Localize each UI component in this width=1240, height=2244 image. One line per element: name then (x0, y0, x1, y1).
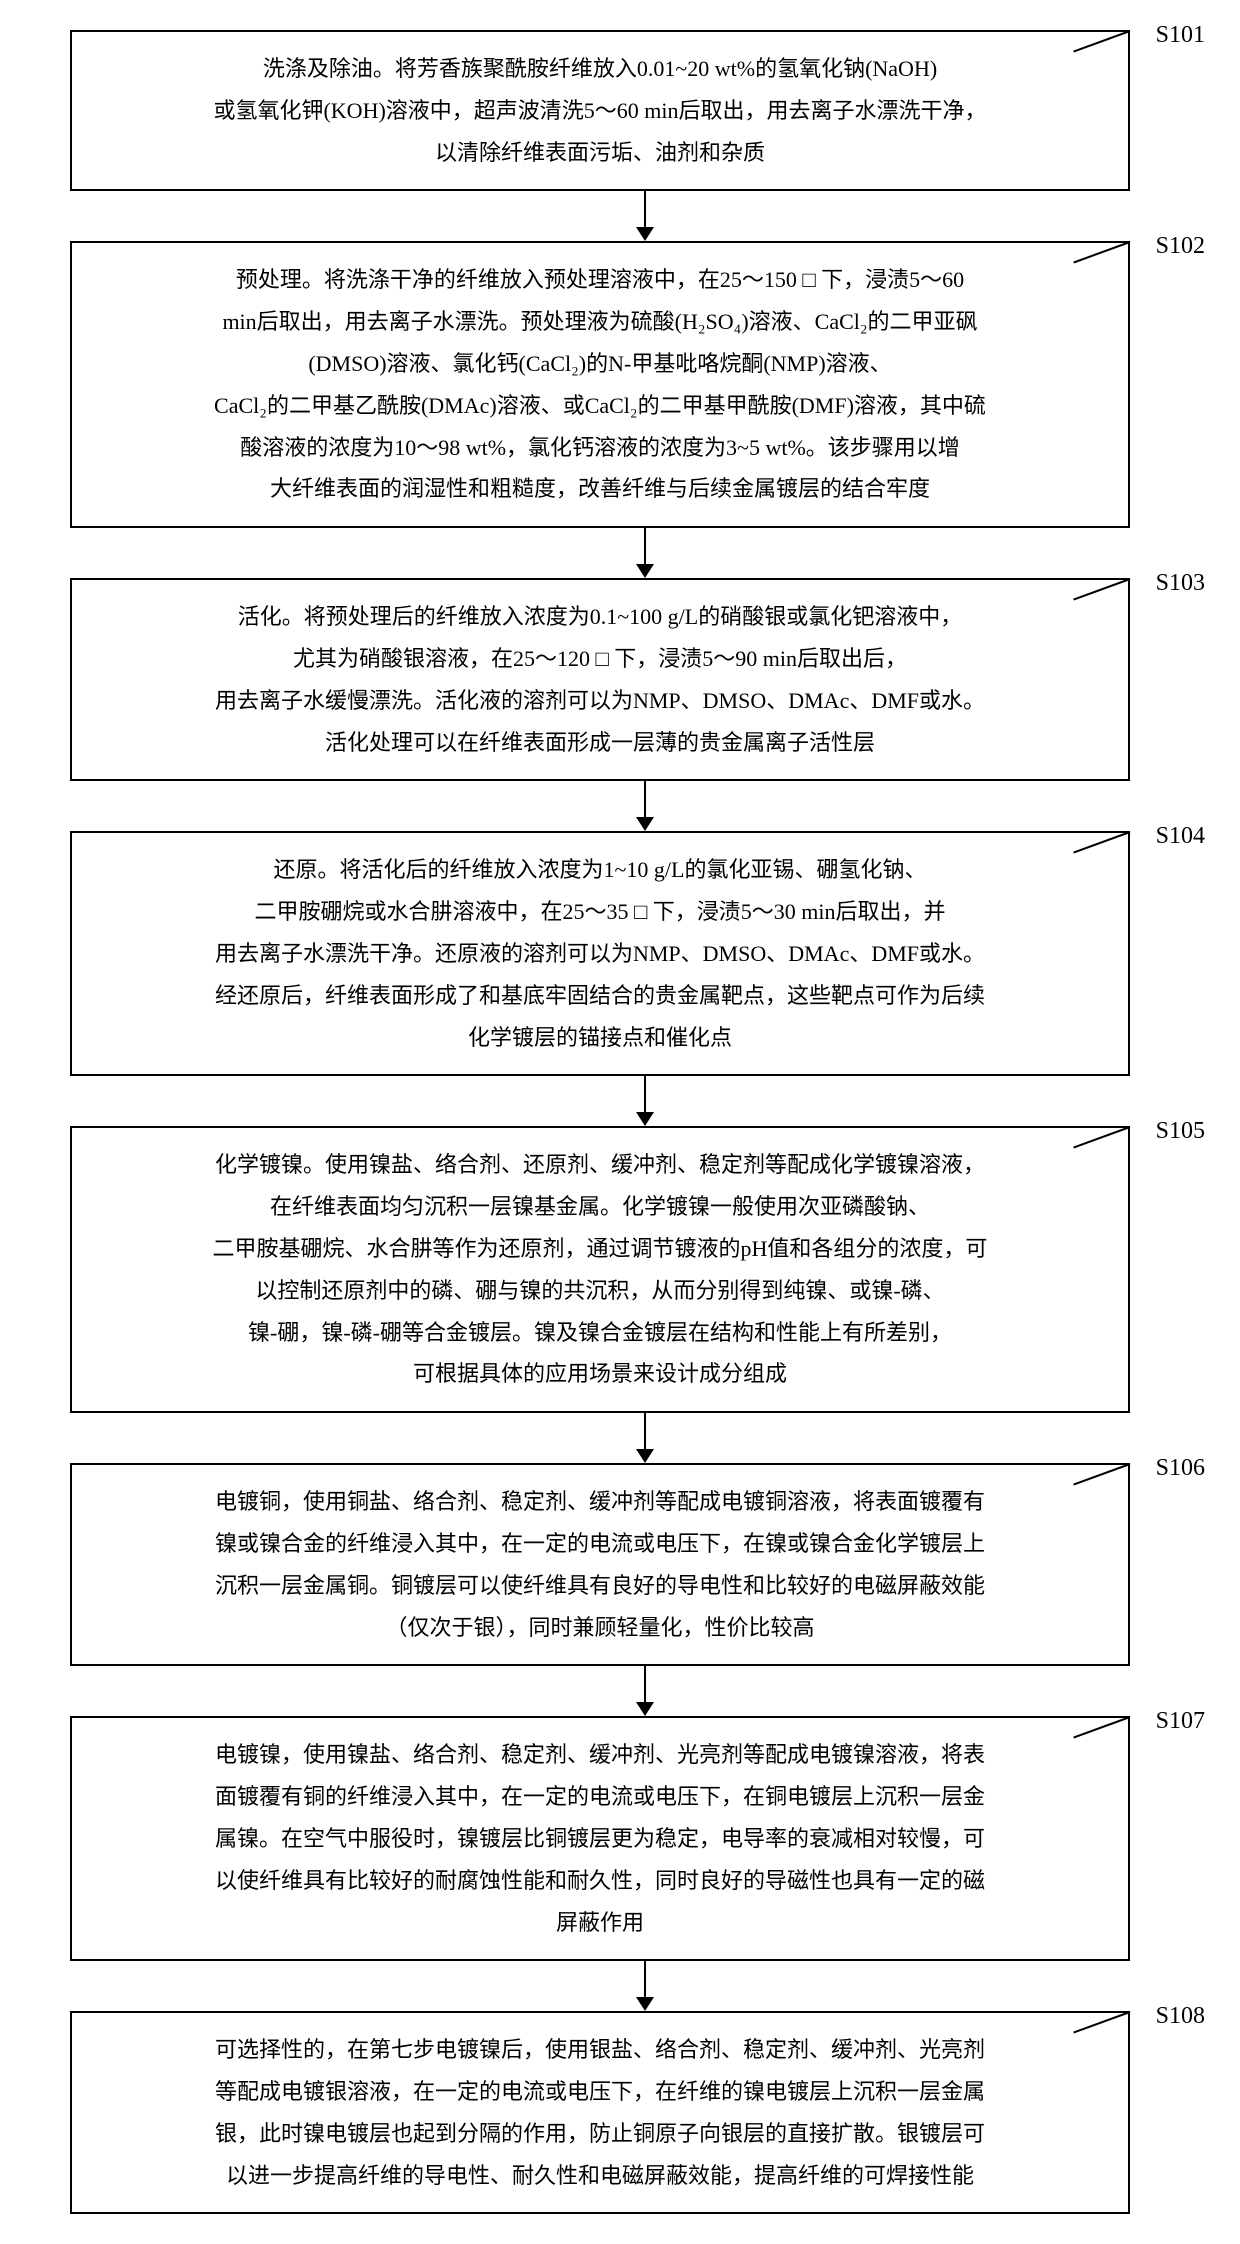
arrow-1 (115, 191, 1175, 241)
arrow-line (644, 191, 646, 231)
step-wrapper-2: 预处理。将洗涤干净的纤维放入预处理溶液中，在25～150 □ 下，浸渍5～60m… (20, 241, 1220, 528)
step-wrapper-6: 电镀铜，使用铜盐、络合剂、稳定剂、缓冲剂等配成电镀铜溶液，将表面镀覆有镍或镍合金… (20, 1463, 1220, 1666)
arrow-2 (115, 528, 1175, 578)
arrow-5 (115, 1413, 1175, 1463)
arrow-line (644, 1076, 646, 1116)
arrow-head-icon (636, 817, 654, 831)
step-wrapper-5: 化学镀镍。使用镍盐、络合剂、还原剂、缓冲剂、稳定剂等配成化学镀镍溶液，在纤维表面… (20, 1126, 1220, 1413)
arrow-4 (115, 1076, 1175, 1126)
flowchart-container: 洗涤及除油。将芳香族聚酰胺纤维放入0.01~20 wt%的氢氧化钠(NaOH)或… (20, 30, 1220, 2214)
step-wrapper-7: 电镀镍，使用镍盐、络合剂、稳定剂、缓冲剂、光亮剂等配成电镀镍溶液，将表面镀覆有铜… (20, 1716, 1220, 1961)
step-label-s108: S108 (1156, 2003, 1205, 2030)
step-box-s101: 洗涤及除油。将芳香族聚酰胺纤维放入0.01~20 wt%的氢氧化钠(NaOH)或… (70, 30, 1130, 191)
step-label-s106: S106 (1156, 1455, 1205, 1482)
arrow-line (644, 1413, 646, 1453)
step-box-s105: 化学镀镍。使用镍盐、络合剂、还原剂、缓冲剂、稳定剂等配成化学镀镍溶液，在纤维表面… (70, 1126, 1130, 1413)
step-box-s108: 可选择性的，在第七步电镀镍后，使用银盐、络合剂、稳定剂、缓冲剂、光亮剂等配成电镀… (70, 2011, 1130, 2214)
step-label-s101: S101 (1156, 22, 1205, 49)
arrow-head-icon (636, 1449, 654, 1463)
step-box-s104: 还原。将活化后的纤维放入浓度为1~10 g/L的氯化亚锡、硼氢化钠、二甲胺硼烷或… (70, 831, 1130, 1076)
arrow-3 (115, 781, 1175, 831)
arrow-line (644, 1961, 646, 2001)
step-label-s105: S105 (1156, 1118, 1205, 1145)
arrow-6 (115, 1666, 1175, 1716)
arrow-head-icon (636, 1997, 654, 2011)
arrow-line (644, 528, 646, 568)
step-label-s103: S103 (1156, 570, 1205, 597)
step-wrapper-1: 洗涤及除油。将芳香族聚酰胺纤维放入0.01~20 wt%的氢氧化钠(NaOH)或… (20, 30, 1220, 191)
arrow-head-icon (636, 227, 654, 241)
step-wrapper-4: 还原。将活化后的纤维放入浓度为1~10 g/L的氯化亚锡、硼氢化钠、二甲胺硼烷或… (20, 831, 1220, 1076)
arrow-head-icon (636, 564, 654, 578)
arrow-line (644, 1666, 646, 1706)
arrow-head-icon (636, 1702, 654, 1716)
step-label-s102: S102 (1156, 233, 1205, 260)
step-box-s103: 活化。将预处理后的纤维放入浓度为0.1~100 g/L的硝酸银或氯化钯溶液中，尤… (70, 578, 1130, 781)
arrow-line (644, 781, 646, 821)
arrow-7 (115, 1961, 1175, 2011)
step-box-s102: 预处理。将洗涤干净的纤维放入预处理溶液中，在25～150 □ 下，浸渍5～60m… (70, 241, 1130, 528)
step-box-s106: 电镀铜，使用铜盐、络合剂、稳定剂、缓冲剂等配成电镀铜溶液，将表面镀覆有镍或镍合金… (70, 1463, 1130, 1666)
step-label-s104: S104 (1156, 823, 1205, 850)
step-wrapper-8: 可选择性的，在第七步电镀镍后，使用银盐、络合剂、稳定剂、缓冲剂、光亮剂等配成电镀… (20, 2011, 1220, 2214)
step-wrapper-3: 活化。将预处理后的纤维放入浓度为0.1~100 g/L的硝酸银或氯化钯溶液中，尤… (20, 578, 1220, 781)
arrow-head-icon (636, 1112, 654, 1126)
step-box-s107: 电镀镍，使用镍盐、络合剂、稳定剂、缓冲剂、光亮剂等配成电镀镍溶液，将表面镀覆有铜… (70, 1716, 1130, 1961)
step-label-s107: S107 (1156, 1708, 1205, 1735)
